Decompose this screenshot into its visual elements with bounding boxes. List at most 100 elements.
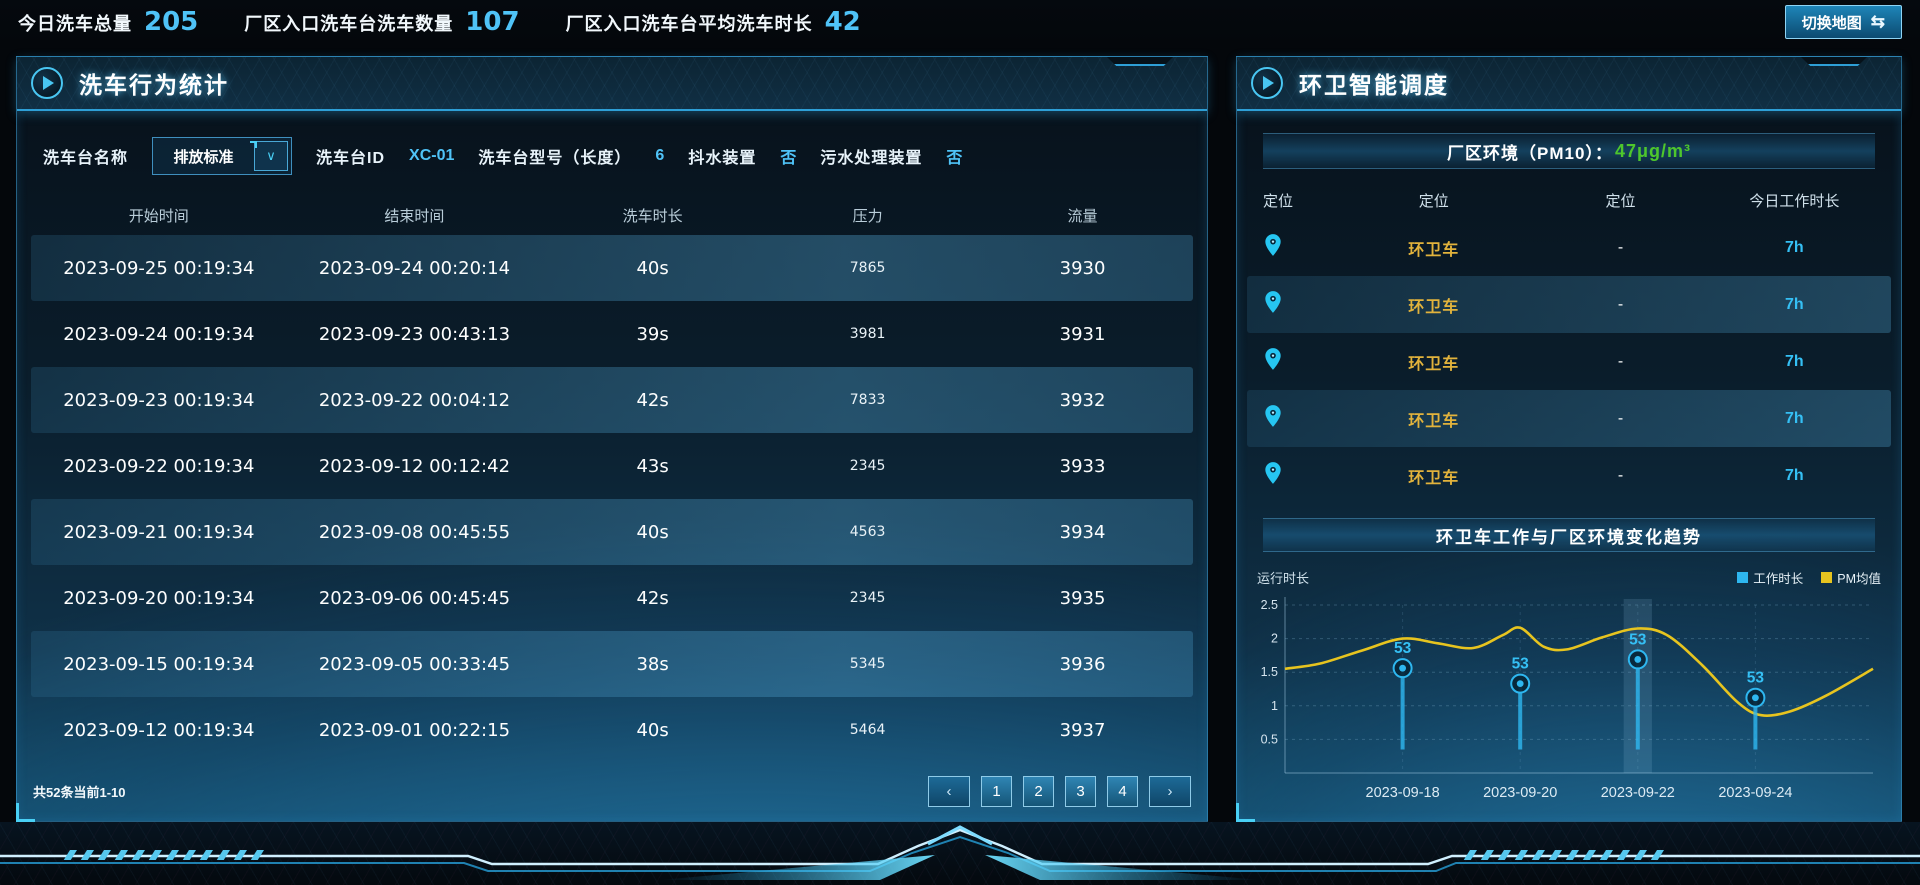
trend-title: 环卫车工作与厂区环境变化趋势 bbox=[1436, 527, 1702, 547]
cell-flow: 3932 bbox=[1059, 389, 1106, 411]
chart-y-axis-title: 运行时长 bbox=[1257, 571, 1310, 586]
pm10-value: 47μg/m³ bbox=[1614, 140, 1691, 161]
vehicle-location: - bbox=[1617, 466, 1624, 484]
dispatch-panel-title: 环卫智能调度 bbox=[1299, 72, 1449, 98]
switch-map-label: 切换地图 bbox=[1801, 14, 1862, 32]
col-locate-2: 定位 bbox=[1418, 192, 1449, 210]
vehicle-hours: 7h bbox=[1785, 295, 1804, 313]
switch-map-button[interactable]: 切换地图 ⇆ bbox=[1784, 5, 1902, 39]
station-name-dropdown[interactable]: 排放标准 ∨ bbox=[152, 137, 293, 175]
topbar: 今日洗车总量 205 厂区入口洗车台洗车数量 107 厂区入口洗车台平均洗车时长… bbox=[0, 0, 1920, 44]
table-row: 2023-09-25 00:19:34 2023-09-24 00:20:14 40… bbox=[31, 235, 1193, 301]
pagination-summary: 共52条当前1-10 bbox=[33, 785, 126, 800]
vehicle-name: 环卫车 bbox=[1408, 355, 1460, 373]
cell-pressure: 2345 bbox=[849, 590, 886, 606]
svg-text:2023-09-22: 2023-09-22 bbox=[1601, 785, 1675, 801]
svg-text:53: 53 bbox=[1747, 670, 1765, 687]
wash-filter-row: 洗车台名称 排放标准 ∨ 洗车台ID XC-01 洗车台型号（长度） 6 抖水装… bbox=[43, 137, 1207, 175]
location-pin-icon[interactable] bbox=[1263, 404, 1283, 428]
station-model-value: 6 bbox=[655, 147, 665, 164]
cell-duration: 39s bbox=[636, 323, 669, 345]
chart-header: 运行时长 工作时长 PM均值 bbox=[1257, 568, 1881, 587]
legend-swatch-yellow bbox=[1821, 572, 1833, 583]
svg-text:1: 1 bbox=[1271, 699, 1278, 713]
station-model-label: 洗车台型号（长度） bbox=[478, 150, 632, 167]
cell-end: 2023-09-23 00:43:13 bbox=[318, 323, 511, 345]
vehicle-hours: 7h bbox=[1785, 238, 1804, 256]
stat-avg-wash-duration: 厂区入口洗车台平均洗车时长 42 bbox=[566, 7, 861, 37]
next-page-button[interactable]: › bbox=[1149, 776, 1191, 807]
play-icon bbox=[31, 67, 63, 99]
vehicle-row: 环卫车 - 7h bbox=[1247, 333, 1891, 390]
cell-flow: 3933 bbox=[1059, 455, 1106, 477]
station-id-label: 洗车台ID bbox=[316, 150, 386, 167]
page-buttons: ‹ 1 2 3 4 › bbox=[928, 776, 1191, 807]
stat-label: 厂区入口洗车台平均洗车时长 bbox=[565, 14, 813, 34]
col-pressure: 压力 bbox=[852, 207, 883, 225]
location-pin-icon[interactable] bbox=[1263, 290, 1283, 314]
svg-text:2023-09-18: 2023-09-18 bbox=[1366, 785, 1440, 801]
col-work-hours: 今日工作时长 bbox=[1749, 192, 1840, 210]
trend-line-chart[interactable]: 0.5 1 1.5 2 2.5 53 53 53 53 2023-09-18 2023-09-20 2… bbox=[1247, 591, 1891, 814]
wash-table-header: 开始时间 结束时间 洗车时长 压力 流量 bbox=[31, 195, 1193, 235]
location-pin-icon[interactable] bbox=[1263, 233, 1283, 257]
vehicle-row: 环卫车 - 7h bbox=[1247, 447, 1891, 504]
cell-duration: 42s bbox=[636, 389, 669, 411]
shake-device-label: 抖水装置 bbox=[688, 150, 757, 167]
cell-duration: 42s bbox=[636, 587, 669, 609]
stat-label: 今日洗车总量 bbox=[18, 14, 132, 34]
cell-start: 2023-09-25 00:19:34 bbox=[63, 257, 255, 279]
col-duration: 洗车时长 bbox=[622, 207, 683, 225]
page-button-4[interactable]: 4 bbox=[1107, 776, 1138, 807]
wash-panel-header: 洗车行为统计 bbox=[17, 57, 1207, 111]
cell-start: 2023-09-20 00:19:34 bbox=[63, 587, 255, 609]
chevron-down-icon[interactable]: ∨ bbox=[254, 141, 289, 171]
cell-duration: 40s bbox=[636, 719, 669, 741]
station-name-label: 洗车台名称 bbox=[43, 150, 129, 167]
cell-start: 2023-09-15 00:19:34 bbox=[63, 653, 255, 675]
stat-value: 205 bbox=[144, 7, 199, 37]
station-id-value: XC-01 bbox=[409, 147, 455, 164]
chart-legend: 工作时长 PM均值 bbox=[1737, 568, 1881, 587]
page-button-1[interactable]: 1 bbox=[981, 776, 1012, 807]
cell-end: 2023-09-06 00:45:45 bbox=[318, 587, 511, 609]
location-pin-icon[interactable] bbox=[1263, 347, 1283, 371]
pm10-label: 厂区环境（PM10）： bbox=[1447, 143, 1613, 163]
svg-text:1.5: 1.5 bbox=[1261, 665, 1278, 679]
cell-pressure: 2345 bbox=[849, 458, 886, 474]
cell-pressure: 5464 bbox=[849, 722, 886, 738]
page-button-2[interactable]: 2 bbox=[1023, 776, 1054, 807]
stat-label: 厂区入口洗车台洗车数量 bbox=[244, 14, 454, 34]
cell-pressure: 5345 bbox=[849, 656, 886, 672]
sewage-device-label: 污水处理装置 bbox=[820, 150, 923, 167]
cell-end: 2023-09-22 00:04:12 bbox=[318, 389, 511, 411]
cell-start: 2023-09-22 00:19:34 bbox=[63, 455, 255, 477]
page-button-3[interactable]: 3 bbox=[1065, 776, 1096, 807]
wash-stats-panel: 洗车行为统计 洗车台名称 排放标准 ∨ 洗车台ID XC-01 洗车台型号（长度… bbox=[16, 56, 1208, 822]
wash-table: 开始时间 结束时间 洗车时长 压力 流量 2023-09-25 00:19:34… bbox=[31, 195, 1193, 763]
shake-device-value: 否 bbox=[780, 150, 797, 167]
stat-entrance-wash-count: 厂区入口洗车台洗车数量 107 bbox=[244, 7, 519, 37]
pm10-banner: 厂区环境（PM10）： 47μg/m³ bbox=[1263, 133, 1875, 169]
cell-start: 2023-09-23 00:19:34 bbox=[63, 389, 255, 411]
cell-duration: 38s bbox=[636, 653, 669, 675]
dispatch-panel-header: 环卫智能调度 bbox=[1237, 57, 1901, 111]
cell-pressure: 4563 bbox=[849, 524, 886, 540]
vehicle-name: 环卫车 bbox=[1408, 412, 1460, 430]
cell-duration: 40s bbox=[636, 257, 669, 279]
prev-page-button[interactable]: ‹ bbox=[928, 776, 970, 807]
cell-end: 2023-09-05 00:33:45 bbox=[318, 653, 511, 675]
legend-swatch-blue bbox=[1737, 572, 1749, 583]
cell-flow: 3934 bbox=[1059, 521, 1106, 543]
location-pin-icon[interactable] bbox=[1263, 461, 1283, 485]
cell-duration: 43s bbox=[636, 455, 669, 477]
stat-value: 42 bbox=[824, 7, 861, 37]
cell-end: 2023-09-08 00:45:55 bbox=[318, 521, 511, 543]
svg-text:2: 2 bbox=[1271, 632, 1278, 646]
svg-text:2023-09-20: 2023-09-20 bbox=[1483, 785, 1557, 801]
vehicle-location: - bbox=[1617, 238, 1624, 256]
vehicle-table-header: 定位 定位 定位 今日工作时长 bbox=[1247, 181, 1891, 219]
col-start-time: 开始时间 bbox=[128, 207, 189, 225]
header-notch-decoration bbox=[1107, 57, 1173, 66]
